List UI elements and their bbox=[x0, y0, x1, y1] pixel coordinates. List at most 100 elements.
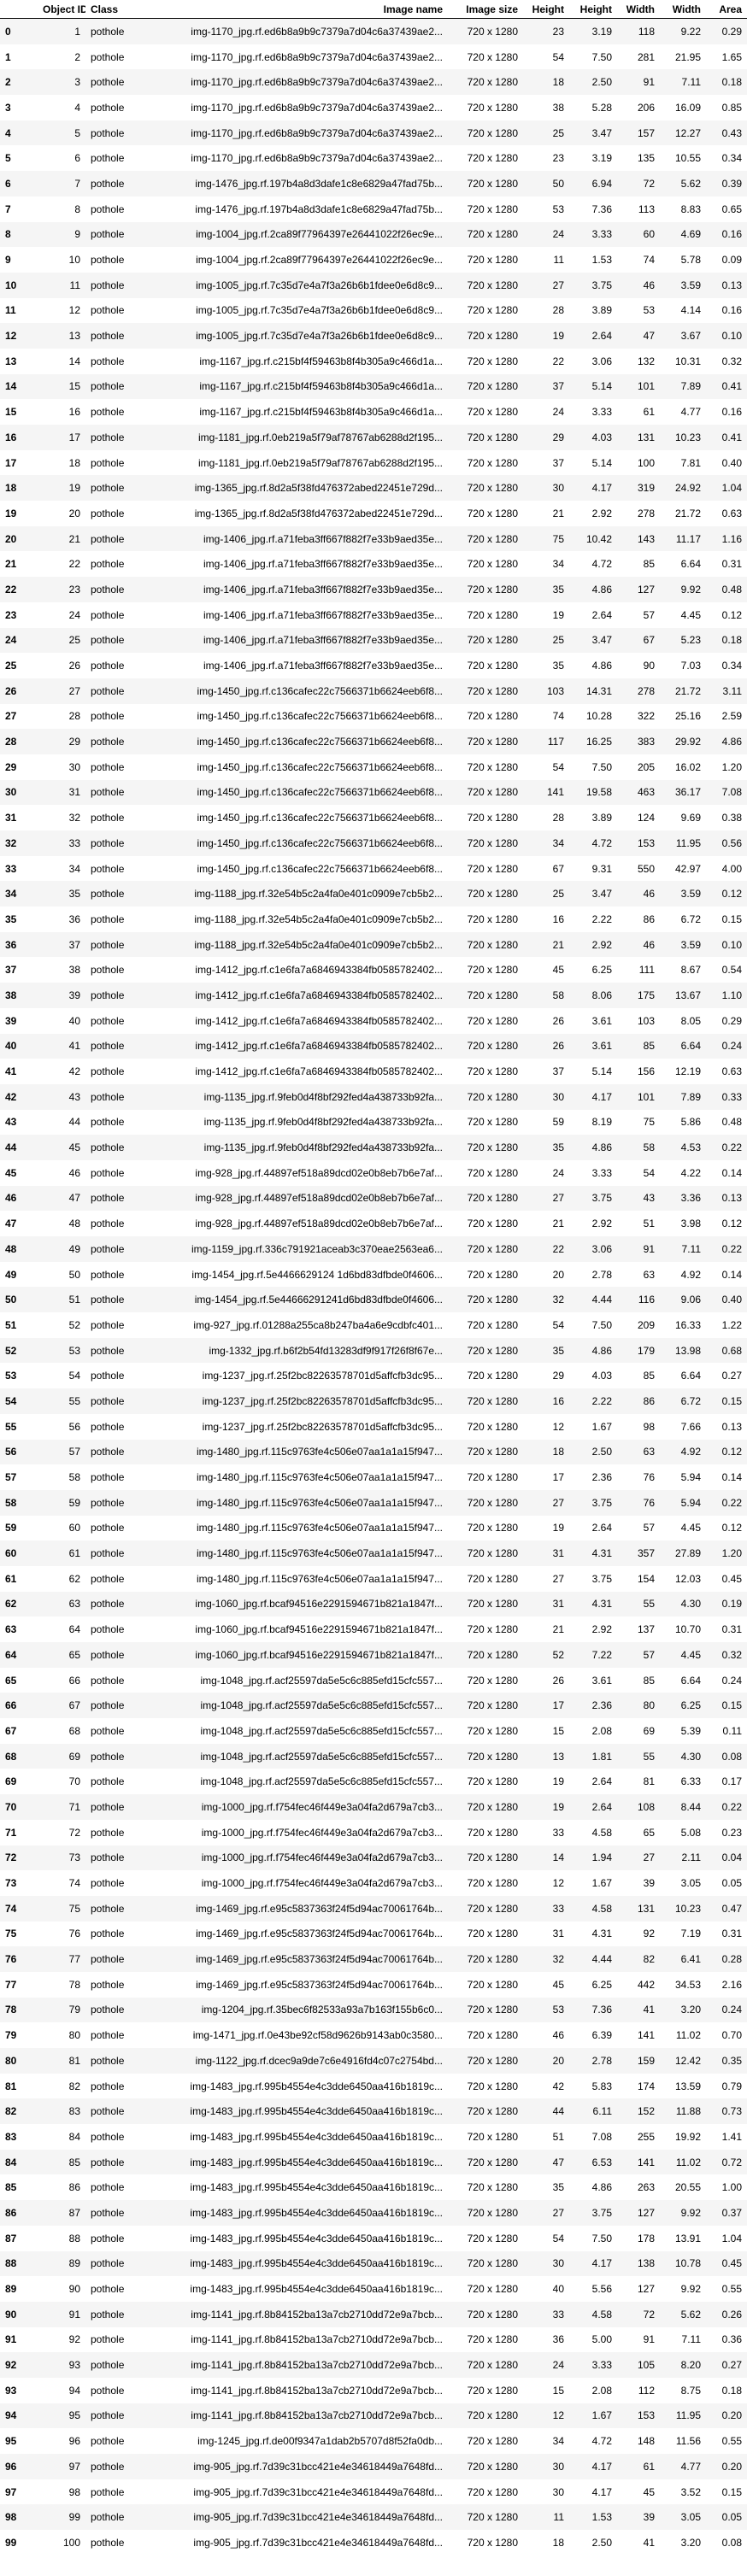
image-name-cell: img-1480_jpg.rf.115c9763fe4c506e07aa1a1a… bbox=[196, 1572, 443, 1585]
table-row: 79 80 pothole img-1471_jpg.rf.0e43be92cf58d… bbox=[0, 2022, 747, 2048]
index-cell: 1 bbox=[5, 50, 11, 63]
height-pct-cell: 4.86 bbox=[591, 1344, 612, 1357]
width-px-cell: 80 bbox=[643, 1699, 655, 1712]
image-size-cell: 720 x 1280 bbox=[467, 279, 518, 291]
column-header-object-id: Object ID bbox=[38, 0, 85, 19]
image-size-cell: 720 x 1280 bbox=[467, 1674, 518, 1687]
class-cell: pothole bbox=[91, 2536, 125, 2549]
image-size-cell: 720 x 1280 bbox=[467, 2004, 518, 2016]
table-row: 52 53 pothole img-1332_jpg.rf.b6f2b54fd1328… bbox=[0, 1337, 747, 1364]
area-cell: 0.55 bbox=[721, 2435, 742, 2448]
table-row: 2 3 pothole img-1170_jpg.rf.ed6b8a9b9c7379a… bbox=[0, 69, 747, 96]
table-row: 18 19 pothole img-1365_jpg.rf.8d2a5f38fd476… bbox=[0, 475, 747, 502]
image-name-cell: img-1483_jpg.rf.995b4554e4c3dde6450aa416… bbox=[190, 2156, 443, 2168]
area-cell: 0.17 bbox=[721, 1775, 742, 1788]
index-cell: 24 bbox=[5, 634, 17, 647]
class-cell: pothole bbox=[91, 1116, 125, 1129]
area-cell: 0.47 bbox=[721, 1902, 742, 1915]
object-id-cell: 52 bbox=[68, 1318, 80, 1331]
index-cell: 86 bbox=[5, 2206, 17, 2219]
class-cell: pothole bbox=[91, 1090, 125, 1103]
height-pct-cell: 3.19 bbox=[591, 152, 612, 165]
area-cell: 0.14 bbox=[721, 1471, 742, 1484]
index-cell: 83 bbox=[5, 2130, 17, 2143]
width-px-cell: 58 bbox=[643, 1141, 655, 1154]
class-cell: pothole bbox=[91, 2004, 125, 2016]
index-cell: 67 bbox=[5, 1724, 17, 1737]
image-name-cell: img-1135_jpg.rf.9feb0d4f8bf292fed4a43873… bbox=[203, 1090, 443, 1103]
table-row: 49 50 pothole img-1454_jpg.rf.5e4466629124 … bbox=[0, 1261, 747, 1288]
class-cell: pothole bbox=[91, 736, 125, 748]
image-size-cell: 720 x 1280 bbox=[467, 228, 518, 241]
column-header-height-px: Height bbox=[523, 0, 569, 19]
height-px-cell: 53 bbox=[552, 202, 564, 215]
width-pct-cell: 10.23 bbox=[674, 431, 701, 443]
header-row: Object ID Class Image name Image size He… bbox=[0, 0, 747, 19]
image-name-cell: img-1159_jpg.rf.336c791921aceab3c370eae2… bbox=[191, 1242, 443, 1255]
image-name-cell: img-928_jpg.rf.44897ef518a89dcd02e0b8eb7… bbox=[195, 1166, 443, 1179]
height-px-cell: 27 bbox=[552, 2206, 564, 2219]
class-cell: pothole bbox=[91, 2130, 125, 2143]
width-pct-cell: 36.17 bbox=[674, 786, 701, 799]
table-row: 88 89 pothole img-1483_jpg.rf.995b4554e4c3d… bbox=[0, 2250, 747, 2277]
object-id-cell: 24 bbox=[68, 608, 80, 621]
area-cell: 0.19 bbox=[721, 1598, 742, 1611]
image-name-cell: img-1188_jpg.rf.32e54b5c2a4fa0e401c0909e… bbox=[194, 938, 443, 951]
width-pct-cell: 3.20 bbox=[680, 2536, 701, 2549]
height-px-cell: 50 bbox=[552, 177, 564, 190]
height-pct-cell: 2.08 bbox=[591, 1724, 612, 1737]
index-cell: 44 bbox=[5, 1141, 17, 1154]
width-px-cell: 75 bbox=[643, 1116, 655, 1129]
table-row: 25 26 pothole img-1406_jpg.rf.a71feba3ff667… bbox=[0, 653, 747, 678]
height-px-cell: 28 bbox=[552, 304, 564, 317]
width-px-cell: 90 bbox=[643, 660, 655, 672]
object-id-cell: 82 bbox=[68, 2080, 80, 2092]
height-pct-cell: 6.39 bbox=[591, 2029, 612, 2042]
height-pct-cell: 3.75 bbox=[591, 1496, 612, 1509]
area-cell: 0.13 bbox=[721, 1420, 742, 1433]
class-cell: pothole bbox=[91, 1826, 125, 1839]
object-id-cell: 83 bbox=[68, 2105, 80, 2118]
class-cell: pothole bbox=[91, 660, 125, 672]
object-id-cell: 31 bbox=[68, 786, 80, 799]
index-cell: 60 bbox=[5, 1547, 17, 1560]
width-px-cell: 255 bbox=[637, 2130, 655, 2143]
area-cell: 0.18 bbox=[721, 634, 742, 647]
height-pct-cell: 2.64 bbox=[591, 330, 612, 343]
width-px-cell: 131 bbox=[637, 1902, 655, 1915]
column-header-height-pct: Height bbox=[569, 0, 617, 19]
width-pct-cell: 3.59 bbox=[680, 888, 701, 901]
object-id-cell: 39 bbox=[68, 989, 80, 1001]
image-name-cell: img-1454_jpg.rf.5e44666291241d6bd83dfbde… bbox=[194, 1294, 443, 1306]
class-cell: pothole bbox=[91, 355, 125, 367]
index-cell: 91 bbox=[5, 2333, 17, 2346]
image-name-cell: img-1167_jpg.rf.c215bf4f59463b8f4b305a9c… bbox=[199, 355, 443, 367]
table-row: 24 25 pothole img-1406_jpg.rf.a71feba3ff667… bbox=[0, 627, 747, 654]
width-pct-cell: 6.64 bbox=[680, 1674, 701, 1687]
table-row: 43 44 pothole img-1135_jpg.rf.9feb0d4f8bf29… bbox=[0, 1109, 747, 1135]
height-px-cell: 51 bbox=[552, 2130, 564, 2143]
area-cell: 0.22 bbox=[721, 1141, 742, 1154]
area-cell: 0.24 bbox=[721, 2004, 742, 2016]
table-row: 70 71 pothole img-1000_jpg.rf.f754fec46f449… bbox=[0, 1794, 747, 1820]
table-row: 5 6 pothole img-1170_jpg.rf.ed6b8a9b9c7379a… bbox=[0, 145, 747, 172]
height-px-cell: 18 bbox=[552, 1446, 564, 1458]
area-cell: 0.26 bbox=[721, 2308, 742, 2321]
object-id-cell: 67 bbox=[68, 1699, 80, 1712]
class-cell: pothole bbox=[91, 558, 125, 571]
class-cell: pothole bbox=[91, 1902, 125, 1915]
height-pct-cell: 3.61 bbox=[591, 1014, 612, 1027]
width-pct-cell: 10.78 bbox=[674, 2257, 701, 2270]
class-cell: pothole bbox=[91, 1318, 125, 1331]
index-cell: 42 bbox=[5, 1090, 17, 1103]
height-px-cell: 30 bbox=[552, 2257, 564, 2270]
height-pct-cell: 5.14 bbox=[591, 456, 612, 469]
index-cell: 55 bbox=[5, 1420, 17, 1433]
index-cell: 63 bbox=[5, 1623, 17, 1636]
image-name-cell: img-1005_jpg.rf.7c35d7e4a7f3a26b6b1fdee0… bbox=[196, 330, 443, 343]
table-row: 95 96 pothole img-1245_jpg.rf.de00f9347a1da… bbox=[0, 2428, 747, 2454]
index-cell: 73 bbox=[5, 1877, 17, 1890]
image-size-cell: 720 x 1280 bbox=[467, 126, 518, 139]
image-size-cell: 720 x 1280 bbox=[467, 888, 518, 901]
object-id-cell: 88 bbox=[68, 2232, 80, 2244]
